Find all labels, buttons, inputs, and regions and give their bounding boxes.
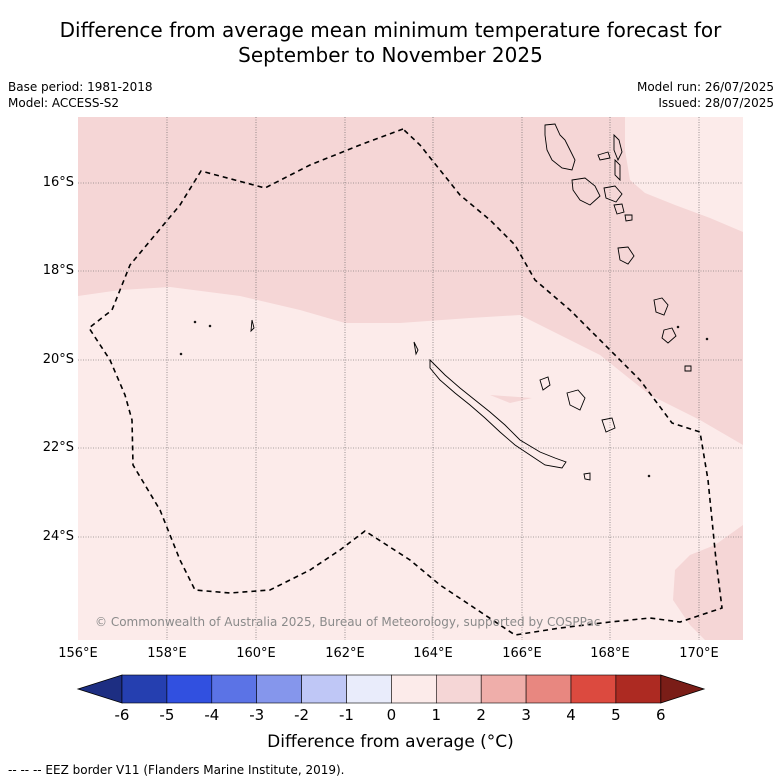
belep-islands — [413, 341, 419, 356]
colorbar-tick-label: 2 — [476, 706, 486, 724]
colorbar-tick-label: -1 — [339, 706, 354, 724]
colorbar-tick-label: -5 — [159, 706, 175, 724]
lifou-island — [566, 389, 586, 411]
colorbar-tick-label: 4 — [566, 706, 576, 724]
malekula-island — [571, 177, 601, 206]
model-run: Model run: 26/07/2025 — [636, 80, 774, 94]
model-name: Model: ACCESS-S2 — [8, 96, 120, 110]
mare-island — [601, 417, 616, 433]
colorbar-segment — [480, 674, 527, 704]
colorbar-segment — [525, 674, 572, 704]
lat-label-24s: 24°S — [42, 529, 74, 544]
lon-label-170e: 170°E — [679, 646, 719, 661]
map-title: Difference from average mean minimum tem… — [0, 18, 781, 68]
base-period: Base period: 1981-2018 — [8, 80, 153, 94]
lat-label-16s: 16°S — [42, 175, 74, 190]
epi-island — [613, 203, 625, 215]
colorbar-title: Difference from average (°C) — [267, 732, 514, 752]
lon-label-160e: 160°E — [236, 646, 276, 661]
colorbar-segment — [391, 674, 437, 704]
colorbar-arrow-high — [660, 674, 706, 704]
colorbar-tick-label: -4 — [204, 706, 220, 724]
aneityum-island — [684, 365, 692, 372]
lon-label-158e: 158°E — [147, 646, 187, 661]
reef-islet-1 — [193, 320, 197, 324]
title-line-2: September to November 2025 — [238, 43, 543, 67]
colorbar-tick-label: 1 — [431, 706, 442, 724]
reef-islet-4 — [676, 325, 680, 329]
shepherd-islands — [624, 214, 633, 222]
title-line-1: Difference from average mean minimum tem… — [59, 18, 722, 42]
lon-label-168e: 168°E — [590, 646, 630, 661]
reef-islet-3 — [179, 352, 183, 356]
efate-island — [617, 246, 635, 265]
colorbar-segment — [435, 674, 482, 704]
map-area — [78, 117, 743, 640]
colorbar-arrow-low — [76, 674, 123, 704]
colorbar-segment — [211, 674, 258, 704]
lon-label-156e: 156°E — [58, 646, 98, 661]
lat-label-18s: 18°S — [42, 263, 74, 278]
colorbar-tick-label: 0 — [386, 706, 397, 724]
colorbar-segment — [615, 674, 662, 704]
anomaly-zone-1-2-north — [78, 117, 743, 445]
colorbar-segment — [256, 674, 302, 704]
coastlines — [179, 123, 709, 481]
issued-date: Issued: 28/07/2025 — [658, 96, 774, 110]
eez-legend-note: -- -- -- EEZ border V11 (Flanders Marine… — [8, 763, 345, 777]
lon-label-166e: 166°E — [502, 646, 542, 661]
colorbar-tick-label: -3 — [249, 706, 265, 724]
colorbar — [76, 674, 706, 704]
tanna-island — [661, 327, 677, 344]
meta-left: Base period: 1981-2018 Model: ACCESS-S2 — [8, 79, 153, 111]
espiritu-santo-island — [544, 123, 576, 171]
copyright-notice: © Commonwealth of Australia 2025, Bureau… — [95, 615, 600, 629]
maewo-island — [597, 151, 611, 161]
ouvea-island — [539, 376, 551, 391]
reef-islet-5 — [705, 337, 709, 341]
lon-label-162e: 162°E — [325, 646, 365, 661]
chesterfield-islands — [250, 319, 255, 333]
pentecost-island — [613, 133, 623, 162]
colorbar-tick-label: 6 — [656, 706, 666, 724]
lat-label-22s: 22°S — [42, 440, 74, 455]
reef-islet-2 — [208, 324, 212, 328]
ambrym-island — [603, 185, 623, 203]
reef-islet-6 — [647, 474, 651, 478]
graticule — [78, 117, 743, 640]
colorbar-segment — [346, 674, 392, 704]
anomaly-patch — [490, 395, 532, 403]
eez-border — [87, 128, 723, 636]
isle-of-pines — [583, 472, 591, 481]
colorbar-segment — [301, 674, 347, 704]
colorbar-tick-label: 3 — [521, 706, 531, 724]
colorbar-segment — [166, 674, 213, 704]
ambae-island — [614, 158, 621, 182]
new-caledonia-island — [429, 358, 567, 469]
lon-label-164e: 164°E — [413, 646, 453, 661]
lat-label-20s: 20°S — [42, 352, 74, 367]
anomaly-zone-1-2-southeast — [673, 525, 743, 640]
anomaly-zone-0-1-northeast — [625, 117, 743, 232]
colorbar-tick-label: -2 — [294, 706, 310, 724]
colorbar-tick-label: 5 — [611, 706, 621, 724]
erromango-island — [653, 297, 669, 316]
meta-right: Model run: 26/07/2025 Issued: 28/07/2025 — [637, 79, 774, 111]
colorbar-segment — [570, 674, 617, 704]
colorbar-segment — [121, 674, 168, 704]
colorbar-tick-label: -6 — [114, 706, 130, 724]
